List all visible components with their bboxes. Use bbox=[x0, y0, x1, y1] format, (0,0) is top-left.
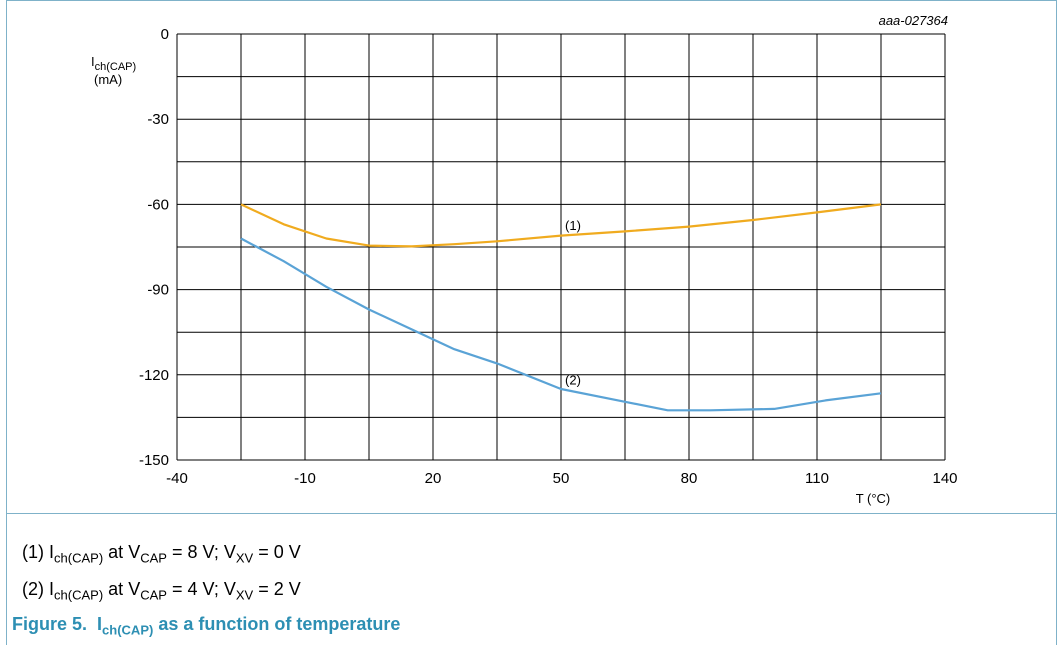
y-tick-label: -150 bbox=[139, 452, 169, 469]
frame-border-left bbox=[6, 0, 7, 645]
figure-caption: Figure 5. Ich(CAP) as a function of temp… bbox=[12, 614, 401, 638]
y-tick-labels: 0 -30 -60 -90 -120 -150 bbox=[139, 26, 169, 469]
y-tick-label: -120 bbox=[139, 367, 169, 384]
series-line-1 bbox=[240, 203, 882, 248]
x-tick-label: 110 bbox=[805, 470, 829, 487]
x-tick-label: 140 bbox=[932, 470, 957, 487]
frame-border-right bbox=[1056, 0, 1057, 645]
frame-separator bbox=[6, 513, 1056, 514]
note-2: (2) Ich(CAP) at VCAP = 4 V; VXV = 2 V bbox=[22, 578, 301, 603]
x-tick-label: -40 bbox=[166, 470, 188, 487]
chart-grid bbox=[176, 33, 946, 461]
x-tick-label: 20 bbox=[425, 470, 442, 487]
series-line-2 bbox=[240, 237, 882, 412]
y-tick-label: 0 bbox=[161, 26, 169, 43]
y-tick-label: -30 bbox=[147, 111, 169, 128]
frame-border-top bbox=[6, 0, 1056, 1]
y-axis-unit: (mA) bbox=[94, 72, 122, 87]
x-tick-label: 80 bbox=[681, 470, 698, 487]
chart-series: (1) (2) bbox=[240, 203, 882, 412]
x-axis-label: T (°C) bbox=[856, 491, 891, 506]
x-tick-labels: -40 -10 20 50 80 110 140 bbox=[166, 470, 957, 487]
x-tick-label: 50 bbox=[553, 470, 570, 487]
figure-notes: (1) Ich(CAP) at VCAP = 8 V; VXV = 0 V (2… bbox=[22, 537, 301, 610]
chart: -40 -10 20 50 80 110 140 0 -30 -60 -90 -120 -150 (1… bbox=[91, 13, 958, 506]
x-tick-label: -10 bbox=[294, 470, 316, 487]
series-label-1: (1) bbox=[565, 218, 581, 233]
figure-id: aaa-027364 bbox=[879, 13, 948, 28]
series-label-2: (2) bbox=[565, 373, 581, 388]
y-axis-label: Ich(CAP) bbox=[91, 54, 136, 73]
note-1: (1) Ich(CAP) at VCAP = 8 V; VXV = 0 V bbox=[22, 542, 301, 566]
y-tick-label: -90 bbox=[147, 282, 169, 299]
y-tick-label: -60 bbox=[147, 196, 169, 213]
